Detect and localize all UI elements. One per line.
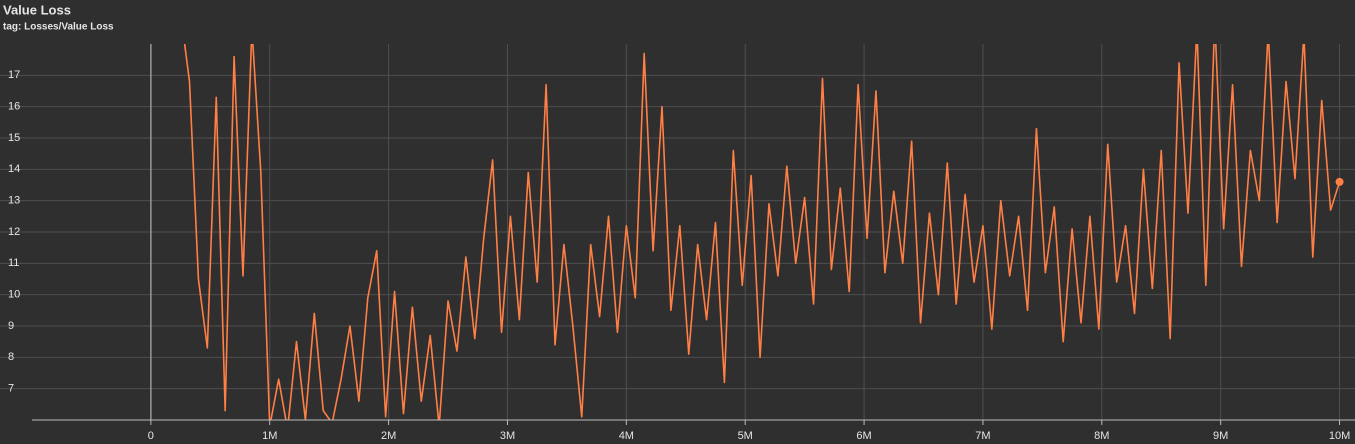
y-tick-label: 8 <box>8 351 14 363</box>
x-tick-label: 9M <box>1213 430 1228 442</box>
plot-area <box>183 44 1344 420</box>
x-tick-label: 10M <box>1329 430 1350 442</box>
y-tick-label: 10 <box>8 289 20 301</box>
last-point <box>1335 177 1344 186</box>
x-tick-label: 6M <box>856 430 871 442</box>
x-tick-label: 7M <box>975 430 990 442</box>
x-tick-label: 5M <box>738 430 753 442</box>
y-tick-label: 14 <box>8 163 20 175</box>
chart-subtitle: tag: Losses/Value Loss <box>3 22 114 33</box>
y-tick-label: 11 <box>8 257 19 269</box>
y-tick-label: 15 <box>8 132 20 144</box>
y-tick-label: 7 <box>8 383 14 395</box>
x-tick-label: 4M <box>619 430 634 442</box>
grid <box>0 44 1355 420</box>
x-tick-label: 8M <box>1094 430 1109 442</box>
y-tick-label: 16 <box>8 101 20 113</box>
data-line <box>183 44 1341 420</box>
x-tick-label: 1M <box>262 430 277 442</box>
chart-title: Value Loss <box>3 2 71 17</box>
y-tick-label: 13 <box>8 195 20 207</box>
y-tick-label: 9 <box>8 320 14 332</box>
y-tick-label: 17 <box>8 69 20 81</box>
y-tick-label: 12 <box>8 226 20 238</box>
axes: 7 8 9 10 11 12 13 14 15 16 17 0 1M 2M 3M 4M 5M 6M 7M 8M 9M 10… <box>8 69 1355 442</box>
x-tick-label: 2M <box>381 430 396 442</box>
x-tick-label: 3M <box>500 430 515 442</box>
x-tick-label: 0 <box>148 430 154 442</box>
